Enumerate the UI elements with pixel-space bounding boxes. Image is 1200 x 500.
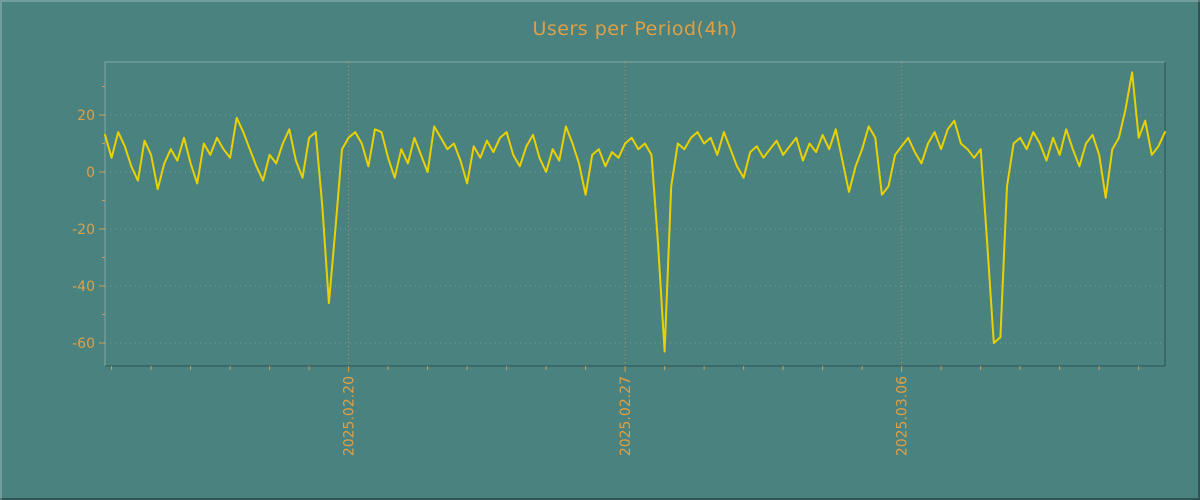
x-tick-label: 2025.03.06 [895,376,911,456]
plot-border-topleft [104,61,1165,366]
y-tick-label: -40 [72,279,95,295]
y-tick-label: -60 [72,336,95,352]
chart-title: Users per Period(4h) [532,18,738,40]
x-tick-label: 2025.02.20 [342,376,358,456]
plot-border-bottomright [105,62,1166,367]
y-tick-label: -20 [72,222,95,238]
x-tick-label: 2025.02.27 [618,376,634,456]
y-tick-label: 0 [86,165,95,181]
data-line [104,71,1166,353]
y-tick-label: 20 [77,108,95,124]
